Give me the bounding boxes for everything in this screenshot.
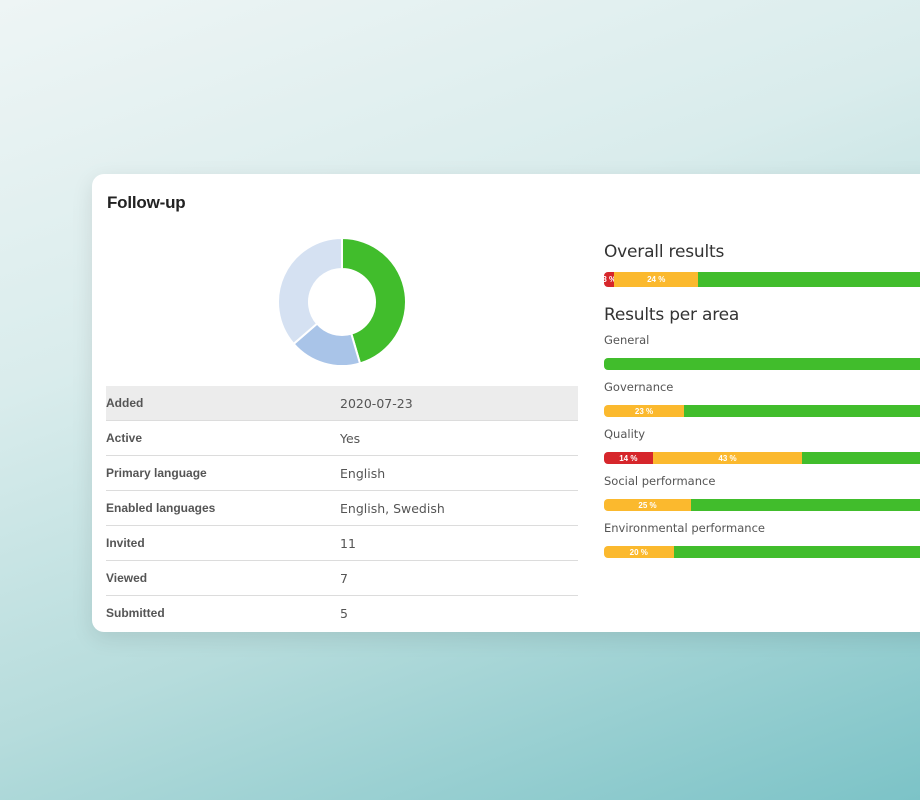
info-label: Primary language [106,455,340,491]
bar-segment-green [697,272,920,287]
info-value: English [340,455,578,491]
bar-segment-yellow: 24 % [614,272,698,287]
bar-segment-yellow: 43 % [652,452,803,464]
area-label-governance: Governance [604,380,674,394]
info-row-enabled-languages: Enabled languages English, Swedish [106,490,578,526]
info-table: Added 2020-07-23 Active Yes Primary lang… [106,386,578,630]
info-label: Viewed [106,560,340,596]
area-label-environmental-performance: Environmental performance [604,521,765,535]
info-value: 11 [340,525,578,561]
info-label: Invited [106,525,340,561]
info-label: Enabled languages [106,490,340,526]
bar-segment-green [684,405,920,417]
info-label: Added [106,386,340,421]
donut-slice-submitted [341,236,407,365]
card-title: Follow-up [107,193,186,212]
bar-segment-green [691,499,920,511]
area-bar-general: 100 [604,358,920,370]
bar-segment-green [802,452,920,464]
area-bar-environmental-performance: 20 % [604,546,920,558]
info-row-active: Active Yes [106,420,578,456]
info-row-submitted: Submitted 5 [106,596,578,631]
area-bar-quality: 14 % 43 % [604,452,920,464]
overall-results-title: Overall results [604,242,725,262]
bar-segment-red: 3 % [604,272,615,287]
donut-slice-invited [277,236,343,346]
area-bar-social-performance: 25 % [604,499,920,511]
bar-segment-yellow: 20 % [604,546,674,558]
bar-segment-yellow: 25 % [604,499,691,511]
info-value: 7 [340,560,578,596]
bar-segment-red: 14 % [604,452,653,464]
info-value: English, Swedish [340,490,578,526]
area-label-general: General [604,333,650,347]
info-label: Active [106,420,340,456]
info-row-viewed: Viewed 7 [106,560,578,596]
results-per-area-title: Results per area [604,305,740,325]
follow-up-card: Follow-up Added 2020-07-23 Active Yes Pr… [92,174,920,632]
area-label-quality: Quality [604,427,646,441]
status-donut-chart [277,236,407,367]
bar-segment-yellow: 23 % [604,405,685,417]
info-row-invited: Invited 11 [106,525,578,561]
info-value: 2020-07-23 [340,386,578,421]
info-value: Yes [340,420,578,456]
info-row-added: Added 2020-07-23 [106,386,578,421]
info-row-primary-language: Primary language English [106,455,578,491]
area-bar-governance: 23 % [604,405,920,417]
results-panel: Overall results 3 % 24 % Results per are… [604,242,920,558]
info-value: 5 [340,605,348,621]
area-label-social-performance: Social performance [604,474,716,488]
info-label: Submitted [106,606,165,620]
bar-segment-green [673,546,920,558]
overall-results-bar: 3 % 24 % [604,272,920,287]
bar-segment-green: 100 [604,358,920,370]
